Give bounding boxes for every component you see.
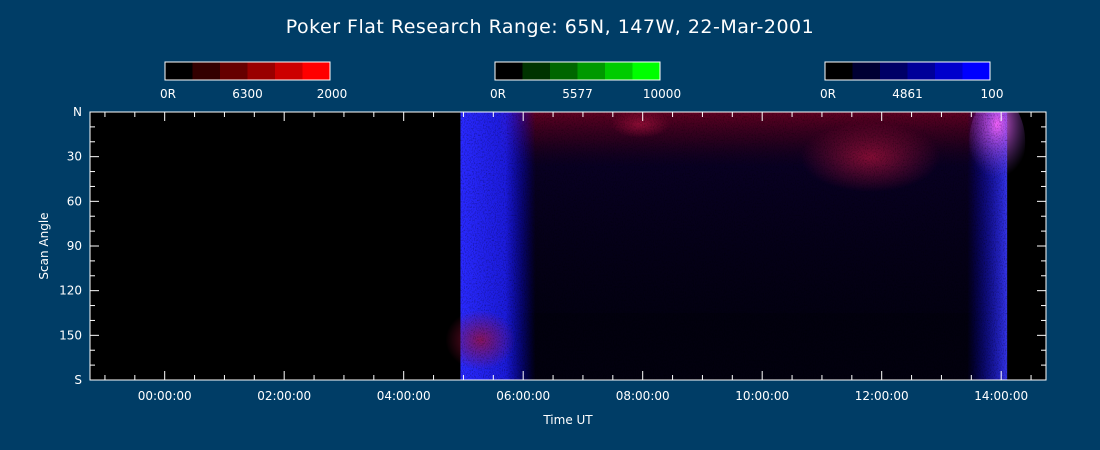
colorbar-max-label: 2000 [317, 87, 348, 101]
colorbar-name-label: 5577 [562, 87, 593, 101]
colorbar-segment [165, 62, 193, 80]
x-tick-label: 10:00:00 [735, 389, 789, 403]
colorbar-segment [825, 62, 853, 80]
x-tick-label: 08:00:00 [616, 389, 670, 403]
x-tick-label: 02:00:00 [257, 389, 311, 403]
x-tick-label: 06:00:00 [496, 389, 550, 403]
y-tick-label: 60 [67, 194, 82, 208]
colorbar-segment [495, 62, 523, 80]
chart-title: Poker Flat Research Range: 65N, 147W, 22… [285, 16, 815, 38]
colorbar-name-label: 4861 [892, 87, 923, 101]
colorbar-3: 0R 4861 100 [820, 61, 1004, 101]
colorbar-segment [275, 62, 303, 80]
colorbar-segment [192, 62, 221, 80]
colorbar-segment [302, 62, 331, 80]
colorbar-segment [220, 62, 248, 80]
colorbar-max-label: 100 [981, 87, 1004, 101]
noise-texture [460, 112, 1008, 380]
colorbar-segment [880, 62, 908, 80]
colorbar-segment [577, 62, 606, 80]
x-tick-label: 12:00:00 [855, 389, 909, 403]
y-tick-label: S [74, 373, 82, 387]
colorbar-frame [494, 61, 661, 81]
y-tick-label: 150 [59, 328, 82, 342]
colorbar-2: 0R 5577 10000 [490, 61, 681, 101]
x-tick-label: 04:00:00 [377, 389, 431, 403]
colorbar-frame [824, 61, 991, 81]
y-axis: N 30 60 90 120 150 S [59, 105, 1046, 387]
colorbar-segment [852, 62, 881, 80]
y-tick-label: 120 [59, 284, 82, 298]
colorbar-segment [522, 62, 551, 80]
colorbar-1: 0R 6300 2000 [160, 61, 348, 101]
colorbar-segment [962, 62, 991, 80]
colorbar-min-label: 0R [490, 87, 506, 101]
colorbar-name-label: 6300 [232, 87, 263, 101]
x-axis-title: Time UT [542, 413, 593, 427]
y-tick-label: N [73, 105, 82, 119]
y-axis-title: Scan Angle [37, 212, 51, 279]
colorbar-segment [907, 62, 936, 80]
x-tick-label: 00:00:00 [138, 389, 192, 403]
colorbar-min-label: 0R [160, 87, 176, 101]
colorbar-frame [164, 61, 331, 81]
colorbar-legends: 0R 6300 2000 0R 5577 10000 0R 4861 100 [160, 61, 1004, 101]
colorbar-segment [632, 62, 661, 80]
colorbar-min-label: 0R [820, 87, 836, 101]
y-tick-label: 90 [67, 239, 82, 253]
colorbar-segment [935, 62, 963, 80]
colorbar-segment [605, 62, 633, 80]
colorbar-max-label: 10000 [643, 87, 681, 101]
y-tick-label: 30 [67, 150, 82, 164]
x-axis: 00:00:00 02:00:00 04:00:00 06:00:00 08:00:00… [104, 112, 1032, 403]
x-tick-label: 14:00:00 [974, 389, 1028, 403]
colorbar-segment [550, 62, 578, 80]
colorbar-segment [247, 62, 276, 80]
keogram-image [445, 112, 1026, 380]
